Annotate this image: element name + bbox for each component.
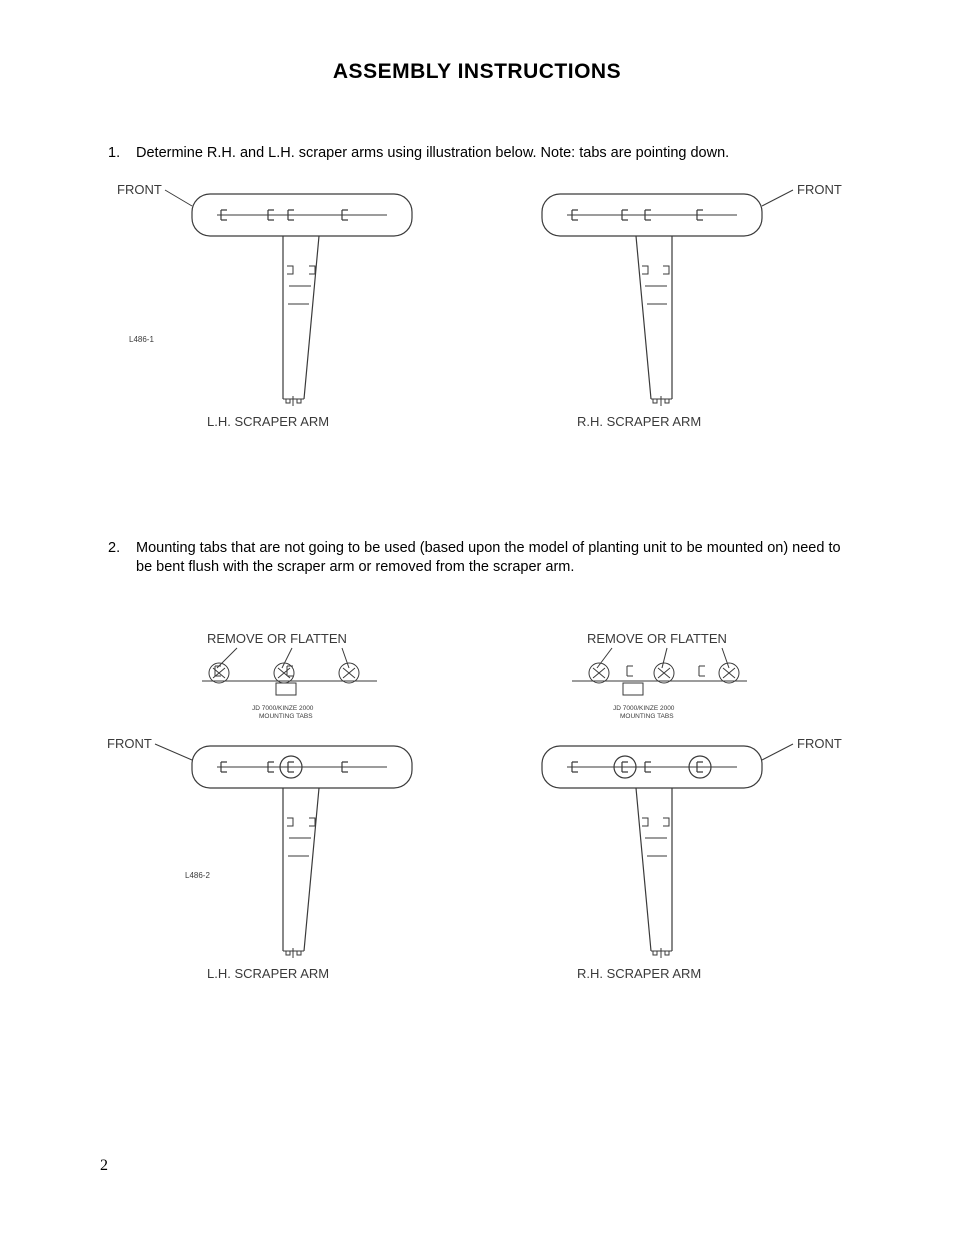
step-1: 1. Determine R.H. and L.H. scraper arms … — [100, 144, 854, 164]
rh-scraper-arm-flatten-diagram: REMOVE OR FLATTEN — [497, 628, 867, 988]
rh-scraper-arm-diagram: FRONT — [497, 174, 867, 434]
lh-scraper-arm-flatten-diagram: REMOVE OR FLATTEN — [87, 628, 457, 988]
step-2-number: 2. — [100, 539, 136, 578]
part-label-lh: L486-1 — [129, 335, 154, 344]
figure-2-row: REMOVE OR FLATTEN — [100, 628, 854, 993]
tabs-label1-rh: JD 7000/KINZE 2000 — [613, 705, 675, 712]
tabs-label2-lh: MOUNTING TABS — [259, 713, 313, 720]
figure-2-lh: REMOVE OR FLATTEN — [87, 628, 457, 993]
page: ASSEMBLY INSTRUCTIONS 1. Determine R.H. … — [0, 0, 954, 1235]
page-number: 2 — [100, 1157, 108, 1175]
page-title: ASSEMBLY INSTRUCTIONS — [100, 60, 854, 84]
front-label-lh: FRONT — [117, 182, 162, 197]
tabs-label1-lh: JD 7000/KINZE 2000 — [252, 705, 314, 712]
step-1-text: Determine R.H. and L.H. scraper arms usi… — [136, 144, 854, 164]
figure-2-rh: REMOVE OR FLATTEN — [497, 628, 867, 993]
step-1-number: 1. — [100, 144, 136, 164]
front-label-lh2: FRONT — [107, 736, 152, 751]
front-label-rh2: FRONT — [797, 736, 842, 751]
lh-scraper-arm-diagram: FRONT — [87, 174, 457, 434]
step-2: 2. Mounting tabs that are not going to b… — [100, 539, 854, 578]
part-label-lh2: L486-2 — [185, 871, 210, 880]
front-label-rh: FRONT — [797, 182, 842, 197]
figure-1-row: FRONT — [100, 174, 854, 439]
caption-rh2: R.H. SCRAPER ARM — [577, 966, 701, 981]
figure-1-rh: FRONT — [497, 174, 867, 439]
caption-rh: R.H. SCRAPER ARM — [577, 414, 701, 429]
tabs-label2-rh: MOUNTING TABS — [620, 713, 674, 720]
step-2-text: Mounting tabs that are not going to be u… — [136, 539, 854, 578]
remove-label-rh: REMOVE OR FLATTEN — [587, 631, 727, 646]
remove-label-lh: REMOVE OR FLATTEN — [207, 631, 347, 646]
caption-lh2: L.H. SCRAPER ARM — [207, 966, 329, 981]
caption-lh: L.H. SCRAPER ARM — [207, 414, 329, 429]
figure-1-lh: FRONT — [87, 174, 457, 439]
